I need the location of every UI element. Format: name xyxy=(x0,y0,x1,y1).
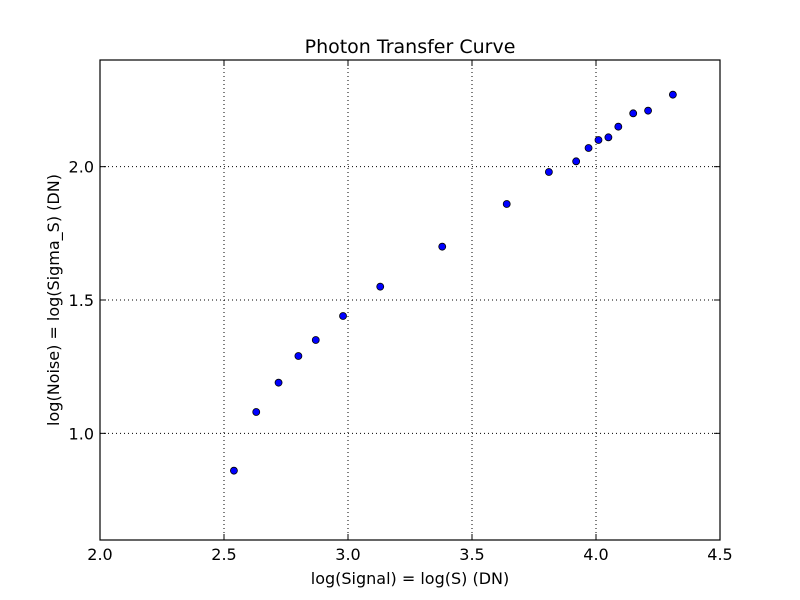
data-point xyxy=(376,282,385,291)
data-point xyxy=(502,200,511,208)
x-tick-label: 2.5 xyxy=(211,545,236,564)
data-point xyxy=(644,106,652,115)
y-tick-label: 2.0 xyxy=(69,158,94,177)
chart-title: Photon Transfer Curve xyxy=(305,36,516,58)
y-tick-label: 1.5 xyxy=(69,291,94,310)
data-point xyxy=(584,144,593,152)
data-point xyxy=(438,242,447,251)
y-axis-label: log(Noise) = log(Sigma_S) (DN) xyxy=(44,174,64,426)
x-tick-label: 3.5 xyxy=(459,545,484,564)
data-points xyxy=(230,90,677,475)
grid-lines xyxy=(100,60,720,540)
data-point xyxy=(252,408,261,416)
data-point xyxy=(274,378,283,387)
data-point xyxy=(604,133,613,142)
data-point xyxy=(572,157,581,166)
x-tick-label: 3.0 xyxy=(335,545,360,564)
x-axis-label: log(Signal) = log(S) (DN) xyxy=(311,569,510,588)
data-point xyxy=(614,122,623,131)
y-tick-label: 1.0 xyxy=(69,424,94,443)
data-point xyxy=(594,136,603,144)
data-point xyxy=(311,336,320,344)
data-point xyxy=(294,352,303,360)
x-tick-label: 4.0 xyxy=(583,545,608,564)
data-point xyxy=(339,312,347,320)
data-point xyxy=(629,109,638,118)
data-point xyxy=(544,168,553,176)
data-point xyxy=(668,90,677,99)
x-tick-label: 4.5 xyxy=(707,545,732,564)
data-point xyxy=(230,466,238,475)
axis-ticks: 2.0 2.5 3.0 3.5 4.0 4.5 1.0 1.5 2.0 xyxy=(69,60,733,564)
x-tick-label: 2.0 xyxy=(87,545,112,564)
